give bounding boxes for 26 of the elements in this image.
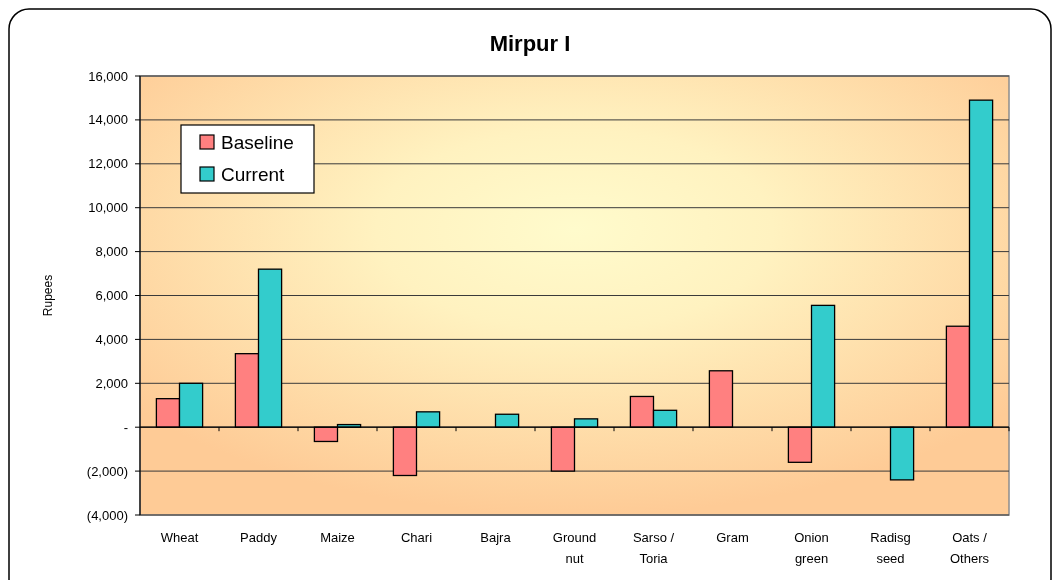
y-tick-label: 8,000 — [95, 244, 128, 260]
x-tick-label: Maize — [320, 530, 355, 545]
y-tick-label: (2,000) — [86, 463, 128, 479]
x-tick-label: Oats / Others — [949, 530, 990, 566]
y-tick-label: 4,000 — [95, 331, 128, 347]
x-tick-label: Wheat — [160, 530, 199, 545]
x-tick-label: Bajra — [480, 530, 512, 545]
x-tick-label: Radisg seed — [870, 530, 911, 566]
y-tick-label: 2,000 — [95, 375, 128, 391]
y-tick-label: 12,000 — [88, 156, 128, 172]
y-tick-label: (4,000) — [86, 507, 128, 523]
x-tick-label: Sarso / Toria — [632, 530, 675, 566]
chart-title: Mirpur I — [489, 31, 571, 56]
x-tick-label: Paddy — [240, 530, 278, 545]
legend-label: Baseline — [221, 131, 294, 153]
legend-label: Current — [221, 163, 286, 185]
y-tick-label: - — [123, 419, 128, 435]
y-tick-label: 10,000 — [88, 200, 128, 216]
y-axis-title: Rupees — [41, 274, 55, 317]
y-tick-label: 16,000 — [88, 68, 128, 84]
y-tick-label: 6,000 — [95, 288, 128, 304]
x-tick-label: Onion green — [794, 530, 829, 566]
y-tick-label: 14,000 — [88, 112, 128, 128]
x-tick-label: Chari — [400, 530, 433, 545]
x-tick-label: Ground nut — [552, 530, 597, 566]
x-tick-label: Gram — [716, 530, 749, 545]
